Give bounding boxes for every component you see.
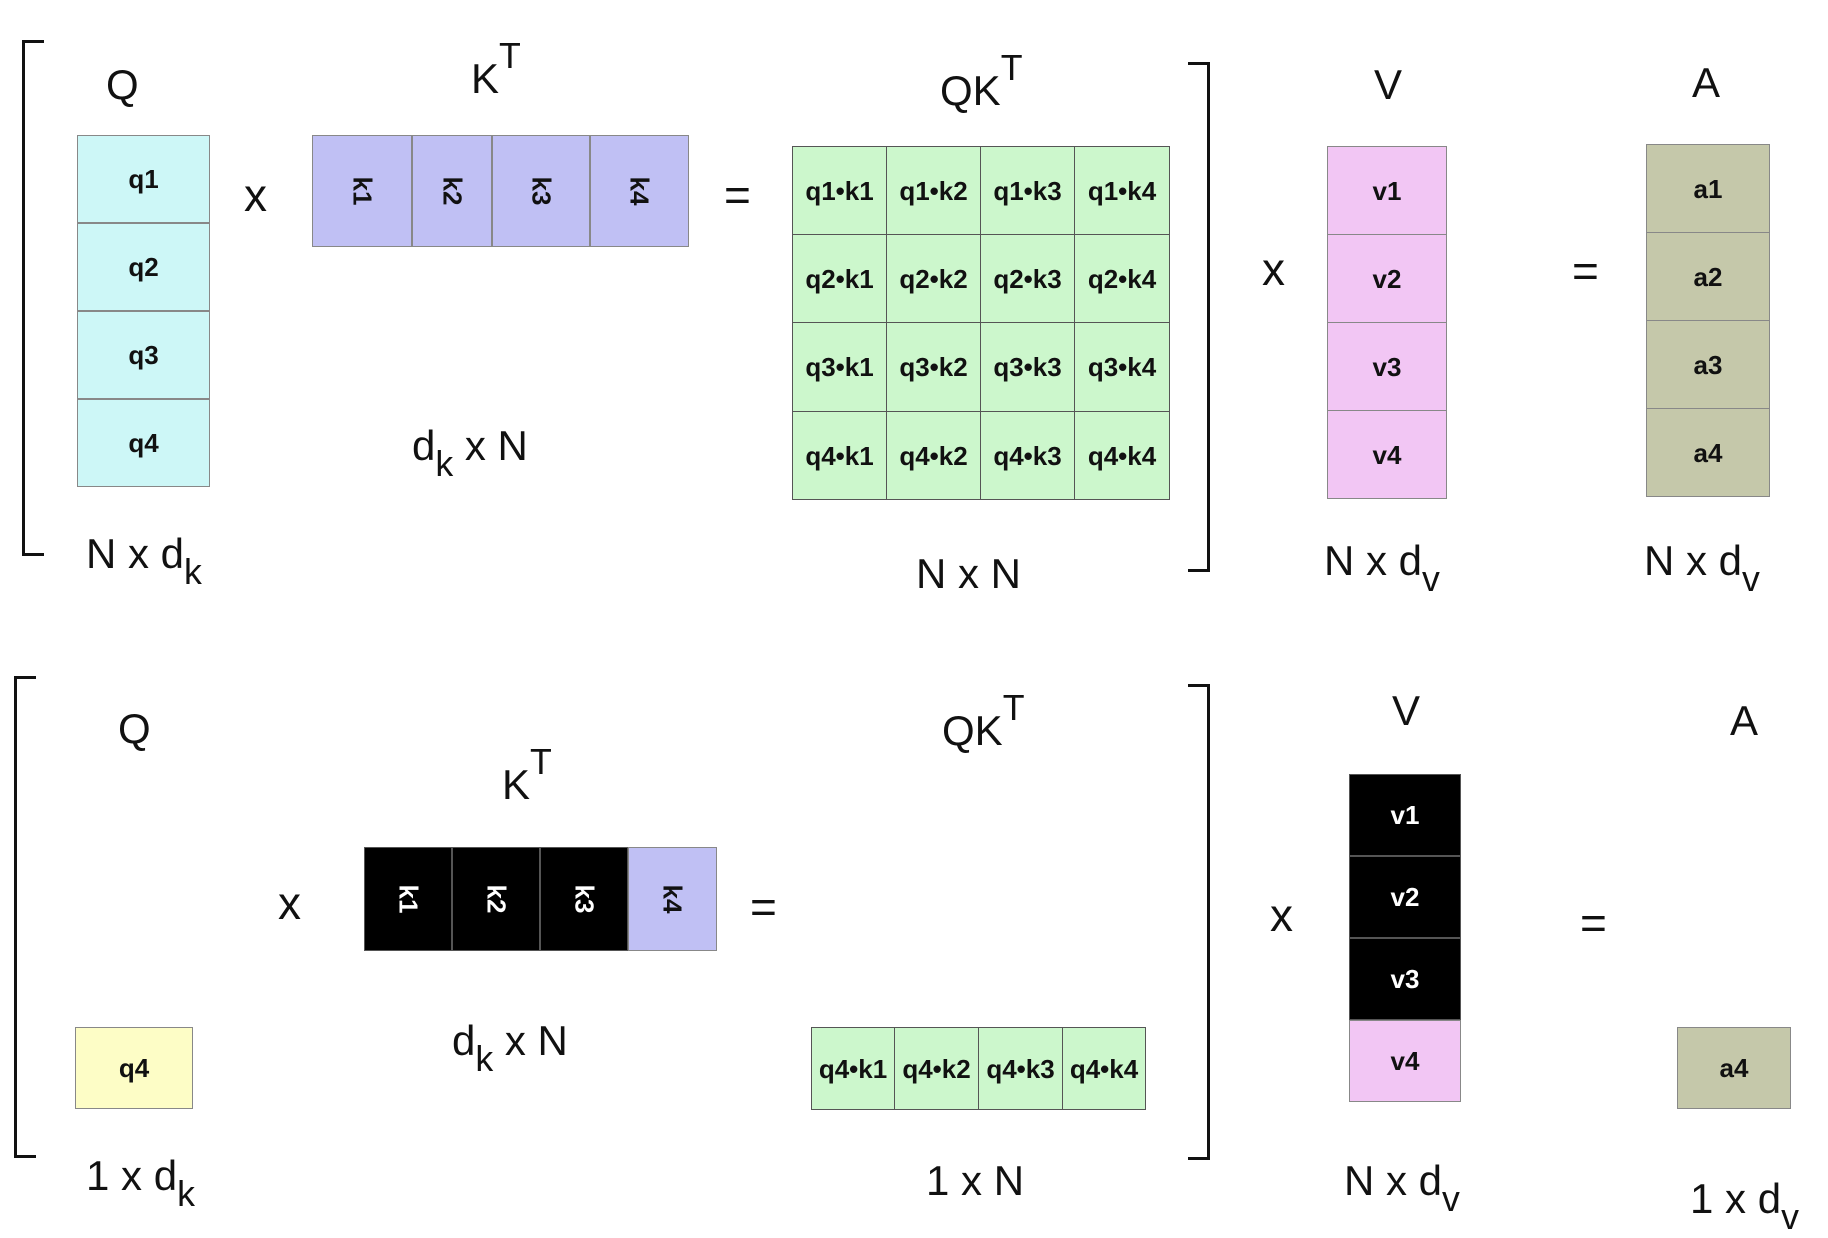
top-qkt-cell-2-1: q2•k1 <box>792 234 887 323</box>
top-qkt-cell-4-1: q4•k1 <box>792 411 887 500</box>
top-kt-dim: dk x N <box>412 422 528 485</box>
top-a-cell-1: a1 <box>1646 144 1770 233</box>
bottom-kt-dim: dk x N <box>452 1017 568 1080</box>
top-v-cell-1: v1 <box>1327 146 1447 235</box>
bottom-qkt-title: QKT <box>942 688 1025 754</box>
bottom-kt-cell-2-masked: k2 <box>452 847 540 951</box>
top-qkt-title: QKT <box>940 48 1023 114</box>
bottom-equals-2: = <box>1580 897 1607 949</box>
top-kt-cell-2-label: k2 <box>436 176 467 206</box>
bottom-qkt-cell-1: q4•k1 <box>811 1027 895 1110</box>
bottom-kt-cell-1-masked: k1 <box>364 847 452 951</box>
bottom-a-cell: a4 <box>1677 1027 1791 1109</box>
top-qkt-cell-1-1: q1•k1 <box>792 146 887 235</box>
bottom-q-cell: q4 <box>75 1027 193 1109</box>
top-kt-cell-3-label: k3 <box>525 176 556 206</box>
bottom-qkt-cell-2: q4•k2 <box>894 1027 979 1110</box>
bottom-v-cell-4: v4 <box>1349 1020 1461 1102</box>
bottom-qkt-cell-4: q4•k4 <box>1062 1027 1146 1110</box>
top-qkt-cell-3-4: q3•k4 <box>1074 322 1170 412</box>
bottom-q-title: Q <box>118 705 151 752</box>
top-v-cell-3: v3 <box>1327 322 1447 411</box>
bottom-a-dim: 1 x dv <box>1690 1175 1799 1238</box>
top-qkt-matrix: q1•k1 q1•k2 q1•k3 q1•k4 q2•k1 q2•k2 q2•k… <box>792 146 1170 500</box>
top-q-dim: N x dk <box>86 530 202 593</box>
top-a-cell-2: a2 <box>1646 232 1770 321</box>
top-a-cell-4: a4 <box>1646 408 1770 497</box>
top-kt-cell-1: k1 <box>312 135 412 247</box>
top-equals-2: = <box>1572 245 1599 297</box>
top-kt-cell-3: k3 <box>492 135 590 247</box>
top-qkt-cell-1-2: q1•k2 <box>886 146 981 235</box>
top-qkt-cell-2-3: q2•k3 <box>980 234 1075 323</box>
top-qkt-cell-3-3: q3•k3 <box>980 322 1075 412</box>
bottom-kt-cell-3-masked: k3 <box>540 847 628 951</box>
top-qkt-cell-4-4: q4•k4 <box>1074 411 1170 500</box>
bottom-v-cell-1-masked: v1 <box>1349 774 1461 856</box>
bottom-equals-1: = <box>750 881 777 933</box>
top-kt-cell-2: k2 <box>412 135 492 247</box>
bottom-v-title: V <box>1392 687 1421 734</box>
top-kt-cell-1-label: k1 <box>346 176 377 206</box>
bottom-times-2: x <box>1270 889 1293 941</box>
bottom-kt-cell-1-label: k1 <box>392 884 423 914</box>
top-v-dim: N x dv <box>1324 537 1440 600</box>
bottom-right-bracket <box>1188 684 1210 1160</box>
top-qkt-cell-1-4: q1•k4 <box>1074 146 1170 235</box>
top-qkt-cell-3-2: q3•k2 <box>886 322 981 412</box>
top-q-title: Q <box>106 61 139 108</box>
top-equals-1: = <box>724 169 751 221</box>
top-right-bracket <box>1188 62 1210 572</box>
bottom-times-1: x <box>278 877 301 929</box>
top-times-1: x <box>244 169 267 221</box>
bottom-a-title: A <box>1730 697 1759 744</box>
bottom-v-dim: N x dv <box>1344 1157 1460 1220</box>
bottom-qkt-cell-3: q4•k3 <box>978 1027 1063 1110</box>
top-v-title: V <box>1374 61 1403 108</box>
top-qkt-dim: N x N <box>916 550 1021 597</box>
bottom-kt-title: KT <box>502 742 552 808</box>
top-a-cell-3: a3 <box>1646 320 1770 409</box>
top-kt-cell-4-label: k4 <box>624 176 655 206</box>
top-qkt-cell-1-3: q1•k3 <box>980 146 1075 235</box>
top-qkt-cell-4-3: q4•k3 <box>980 411 1075 500</box>
top-qkt-cell-3-1: q3•k1 <box>792 322 887 412</box>
top-left-bracket <box>22 40 44 556</box>
top-qkt-cell-2-4: q2•k4 <box>1074 234 1170 323</box>
top-qkt-cell-4-2: q4•k2 <box>886 411 981 500</box>
top-v-cell-4: v4 <box>1327 410 1447 499</box>
bottom-kt-cell-2-label: k2 <box>480 884 511 914</box>
bottom-kt-cell-4-label: k4 <box>657 884 688 914</box>
bottom-qkt-dim: 1 x N <box>926 1157 1025 1204</box>
bottom-left-bracket <box>14 676 36 1158</box>
top-a-dim: N x dv <box>1644 537 1760 600</box>
top-q-cell-4: q4 <box>77 399 210 487</box>
top-q-cell-3: q3 <box>77 311 210 399</box>
top-kt-title: KT <box>471 36 521 102</box>
top-v-cell-2: v2 <box>1327 234 1447 323</box>
top-kt-cell-4: k4 <box>590 135 689 247</box>
top-times-2: x <box>1262 243 1285 295</box>
bottom-v-cell-2-masked: v2 <box>1349 856 1461 938</box>
top-qkt-cell-2-2: q2•k2 <box>886 234 981 323</box>
bottom-kt-cell-3-label: k3 <box>568 884 599 914</box>
bottom-v-cell-3-masked: v3 <box>1349 938 1461 1020</box>
top-q-cell-1: q1 <box>77 135 210 223</box>
bottom-q-dim: 1 x dk <box>86 1152 195 1215</box>
top-q-cell-2: q2 <box>77 223 210 311</box>
bottom-kt-cell-4: k4 <box>628 847 717 951</box>
top-a-title: A <box>1692 59 1721 106</box>
